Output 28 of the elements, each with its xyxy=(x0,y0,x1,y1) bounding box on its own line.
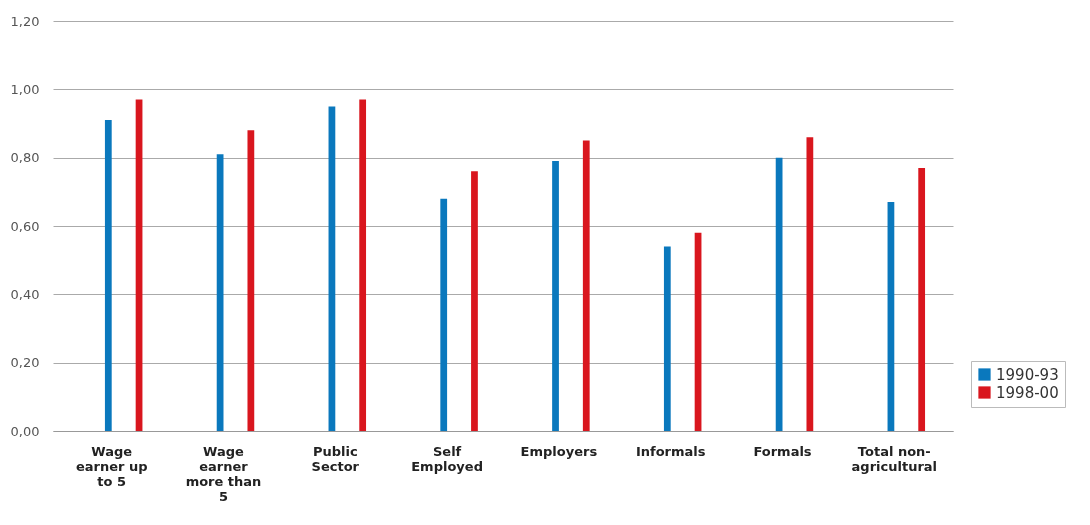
y-tick-label: 0,60 xyxy=(10,218,40,234)
bar xyxy=(918,167,926,431)
x-tick-label: Wage earner up to 5 xyxy=(75,443,148,489)
x-tick-label: Wage earner more than 5 xyxy=(185,443,262,504)
y-tick-label: 1,00 xyxy=(10,81,40,97)
bar xyxy=(806,137,814,431)
legend-label: 1990-93 xyxy=(996,365,1059,384)
bar xyxy=(359,99,367,431)
y-tick-label: 1,20 xyxy=(10,13,40,29)
bar xyxy=(663,246,671,431)
x-tick-label: Total non-agricultural xyxy=(851,443,938,474)
x-tick-label: Self Employed xyxy=(411,443,483,474)
bar xyxy=(775,157,783,431)
bar xyxy=(440,198,448,431)
bar xyxy=(104,120,112,431)
x-tick-label: Formals xyxy=(753,443,812,459)
bar xyxy=(247,130,255,431)
bar xyxy=(471,171,478,431)
legend-label: 1998-00 xyxy=(996,383,1059,402)
x-tick-label: Public Sector xyxy=(311,443,360,474)
x-tick-label: Informals xyxy=(635,443,706,459)
bar xyxy=(582,140,590,431)
x-tick-label: Employers xyxy=(520,443,598,459)
y-tick-label: 0,80 xyxy=(10,150,40,166)
y-tick-label: 0,20 xyxy=(10,355,40,371)
y-tick-label: 0,40 xyxy=(10,286,40,302)
y-tick-label: 0,00 xyxy=(10,423,40,439)
bar xyxy=(552,161,559,431)
